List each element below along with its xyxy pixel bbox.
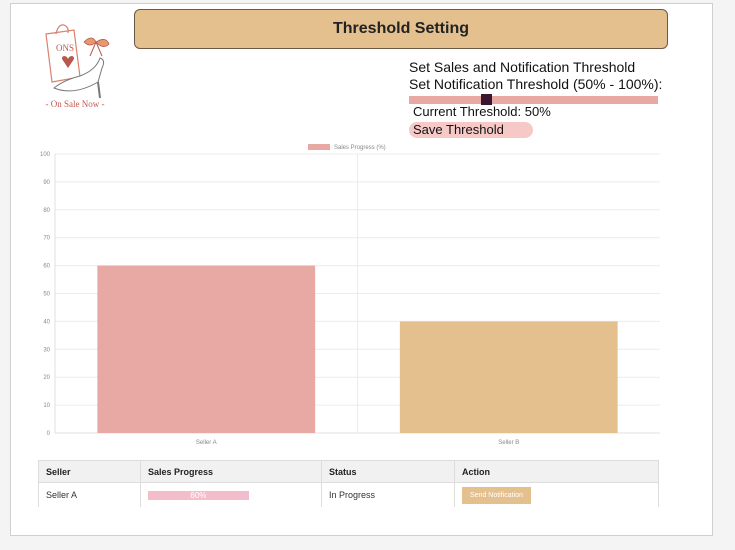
legend-swatch [308,144,330,150]
logo-text: ONS [56,43,74,53]
seller-table: Seller Sales Progress Status Action Sell… [38,460,659,507]
y-tick-label: 80 [43,208,50,214]
threshold-slider[interactable] [409,94,658,105]
status-text: In Progress [322,483,455,507]
y-tick-label: 50 [43,292,50,298]
current-threshold-text: Current Threshold: 50% [413,104,551,119]
legend-label: Sales Progress (%) [334,145,386,151]
x-tick-label: Seller B [498,440,519,446]
y-tick-label: 0 [47,431,51,437]
y-tick-label: 90 [43,180,50,186]
y-tick-label: 100 [40,152,51,158]
header-action: Action [462,466,490,477]
y-tick-label: 30 [43,347,50,353]
bar-seller-b [399,321,618,433]
logo: ONS [45,24,110,99]
table-header-row: Seller Sales Progress Status Action [38,460,659,483]
y-tick-label: 60 [43,264,50,270]
logo-caption: - On Sale Now - [45,99,105,109]
y-tick-label: 70 [43,236,50,242]
header-sales-progress: Sales Progress [141,461,322,482]
send-notification-button[interactable]: Send Notification [462,486,531,504]
x-tick-label: Seller A [196,440,217,446]
threshold-slider-label: Set Notification Threshold (50% - 100%): [409,76,663,92]
table-row: Seller A 60% In Progress Send Notificati… [38,483,659,507]
threshold-section-title: Set Sales and Notification Threshold [409,59,636,75]
progress-bar: 60% [148,490,249,500]
slider-thumb[interactable] [481,94,492,105]
y-tick-label: 40 [43,319,50,325]
header-status: Status [322,461,455,482]
y-tick-label: 10 [43,403,50,409]
y-tick-label: 20 [43,375,50,381]
header-seller: Seller [39,461,141,482]
progress-cell: 60% [141,483,322,507]
bar-seller-a [97,265,316,433]
seller-name: Seller A [39,483,141,507]
sales-progress-chart: 0 10 20 30 40 50 60 70 80 90 100 Seller A Seller B Sa… [40,144,660,446]
action-cell: Send Notification [455,483,658,507]
page-title: Threshold Setting [134,9,668,49]
save-threshold-button[interactable]: Save Threshold [409,122,533,138]
